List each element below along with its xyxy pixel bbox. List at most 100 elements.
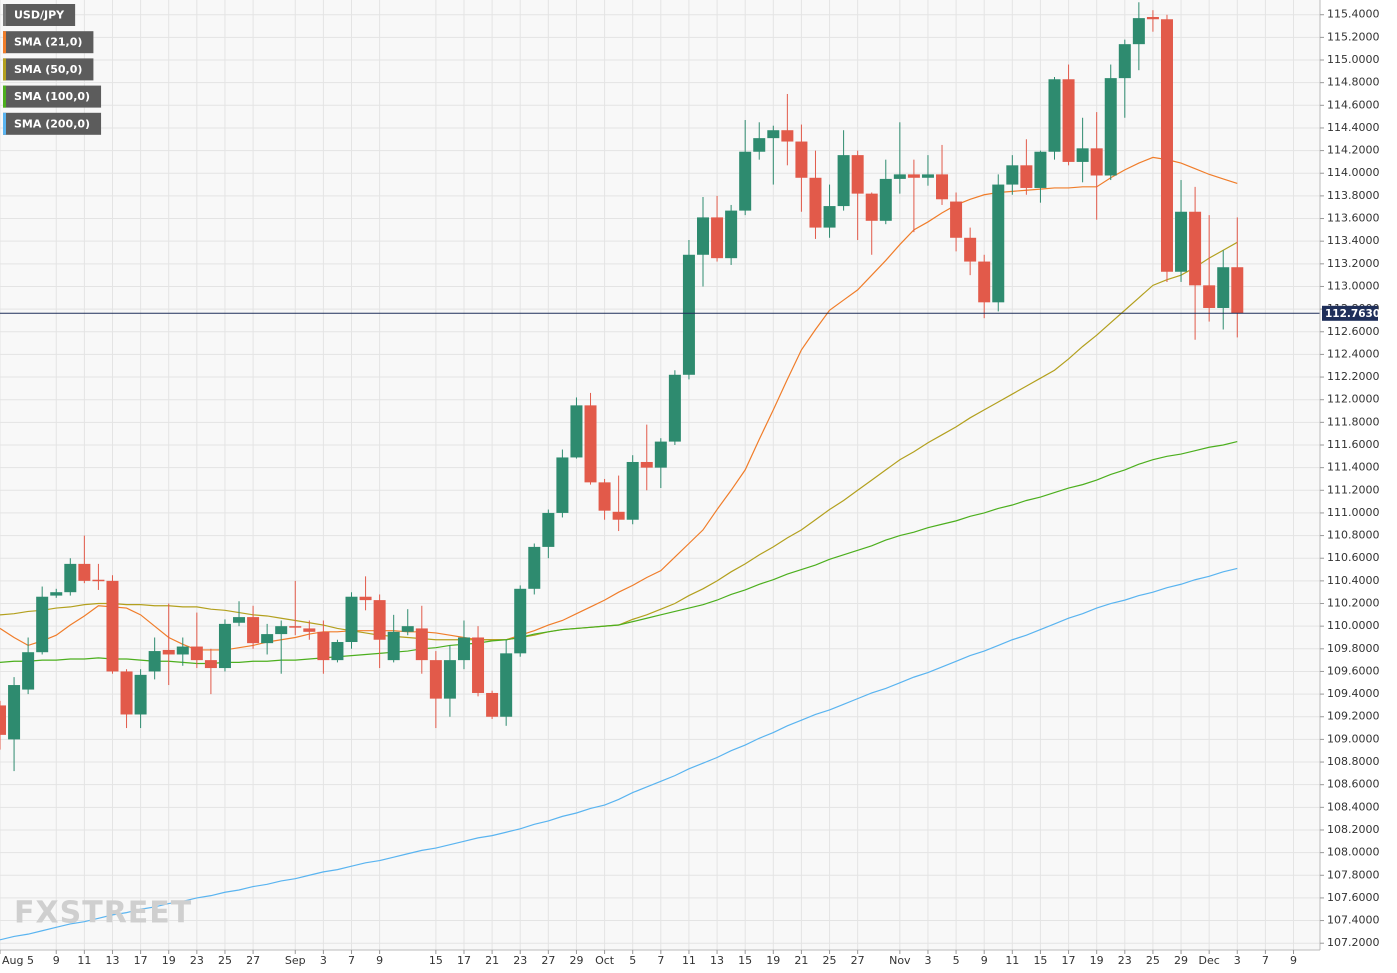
candle-body	[457, 637, 470, 661]
legend-label: SMA (200,0)	[14, 117, 90, 130]
candle-body	[0, 705, 6, 735]
candle-body	[36, 596, 49, 653]
candle-body	[134, 674, 147, 715]
x-tick-label: 11	[1005, 954, 1019, 967]
candle-body	[50, 592, 63, 596]
current-price-label: 112.7630	[1325, 308, 1380, 320]
candle-body	[921, 174, 934, 178]
x-tick-label: 19	[766, 954, 780, 967]
candle-body	[162, 649, 175, 655]
candle-body	[528, 546, 541, 589]
y-tick-label: 107.4000	[1327, 914, 1380, 927]
x-tick-label: Dec	[1199, 954, 1220, 967]
candle-body	[233, 617, 246, 623]
candle-body	[1203, 285, 1216, 308]
legend-box	[3, 112, 102, 135]
candle-body	[204, 660, 217, 669]
legend-box	[3, 31, 94, 54]
candle-body	[514, 588, 527, 654]
candle-body	[106, 580, 119, 672]
candle-body	[668, 374, 681, 442]
y-tick-label: 109.4000	[1327, 687, 1380, 700]
candle-body	[837, 155, 850, 207]
candle-body	[176, 646, 189, 655]
candle-body	[865, 193, 878, 221]
x-tick-label: 27	[541, 954, 555, 967]
candle-body	[345, 596, 358, 643]
candle-body	[823, 206, 836, 228]
legend-label: SMA (21,0)	[14, 36, 82, 49]
y-tick-label: 111.6000	[1327, 438, 1380, 451]
candle-body	[612, 511, 625, 520]
legend-label: SMA (50,0)	[14, 63, 82, 76]
candle-body	[584, 405, 597, 483]
legend-box	[3, 85, 102, 108]
candle-body	[247, 617, 260, 644]
x-tick-label: 3	[924, 954, 931, 967]
y-tick-label: 108.0000	[1327, 846, 1380, 859]
y-tick-label: 112.6000	[1327, 325, 1380, 338]
candle-body	[190, 646, 203, 661]
x-tick-label: 25	[823, 954, 837, 967]
candle-body	[753, 138, 766, 152]
watermark: FXSTREET	[14, 896, 192, 931]
x-tick-label: 25	[218, 954, 232, 967]
candle-body	[556, 457, 569, 513]
y-tick-label: 111.0000	[1327, 506, 1380, 519]
candle-body	[950, 201, 963, 238]
candle-body	[1076, 148, 1089, 162]
x-tick-label: 3	[1234, 954, 1241, 967]
candle-body	[415, 628, 428, 661]
y-tick-label: 110.6000	[1327, 551, 1380, 564]
candle-body	[1118, 44, 1131, 79]
candle-body	[626, 461, 639, 520]
legend: USD/JPY SMA (21,0) SMA (50,0) SMA (100,0) SM…	[3, 4, 102, 135]
x-tick-label: 17	[134, 954, 148, 967]
y-tick-label: 113.0000	[1327, 279, 1380, 292]
x-tick-label: 19	[162, 954, 176, 967]
x-tick-label: 27	[851, 954, 865, 967]
y-tick-label: 112.0000	[1327, 393, 1380, 406]
candle-body	[1217, 267, 1230, 308]
candle-body	[1034, 151, 1047, 188]
legend-swatch	[3, 58, 6, 81]
candle-body	[907, 174, 920, 178]
candle-body	[992, 184, 1005, 303]
candle-body	[964, 237, 977, 262]
y-tick-label: 114.8000	[1327, 76, 1380, 89]
candle-body	[1189, 211, 1202, 286]
x-tick-label: 23	[190, 954, 204, 967]
candle-body	[120, 671, 133, 715]
x-tick-label: 9	[53, 954, 60, 967]
candle-body	[654, 441, 667, 468]
candle-body	[542, 512, 555, 547]
candle-body	[500, 653, 513, 717]
candle-body	[978, 261, 991, 303]
candle-body	[1104, 78, 1117, 176]
y-tick-label: 107.8000	[1327, 868, 1380, 881]
candle-body	[387, 631, 400, 661]
y-tick-label: 115.0000	[1327, 53, 1380, 66]
candle-body	[148, 651, 161, 672]
candle-body	[78, 563, 91, 581]
x-tick-label: Sep	[285, 954, 306, 967]
y-tick-label: 111.8000	[1327, 415, 1380, 428]
axes: 107.2000 107.4000 107.6000 107.8000 108.0000…	[0, 8, 1380, 967]
candle-body	[1048, 79, 1061, 152]
x-tick-label: 27	[246, 954, 260, 967]
x-tick-label: 29	[1174, 954, 1188, 967]
candle-body	[331, 642, 344, 661]
y-tick-label: 113.6000	[1327, 212, 1380, 225]
y-tick-label: 108.4000	[1327, 800, 1380, 813]
y-tick-label: 111.4000	[1327, 461, 1380, 474]
y-tick-label: 115.2000	[1327, 30, 1380, 43]
legend-swatch	[3, 4, 6, 26]
legend-swatch	[3, 31, 6, 54]
y-tick-label: 109.0000	[1327, 732, 1380, 745]
candle-body	[1146, 16, 1159, 20]
candle-body	[1132, 18, 1145, 45]
candle-body	[795, 141, 808, 178]
candle-body	[893, 174, 906, 179]
x-tick-label: 9	[376, 954, 383, 967]
legend-swatch	[3, 112, 6, 135]
